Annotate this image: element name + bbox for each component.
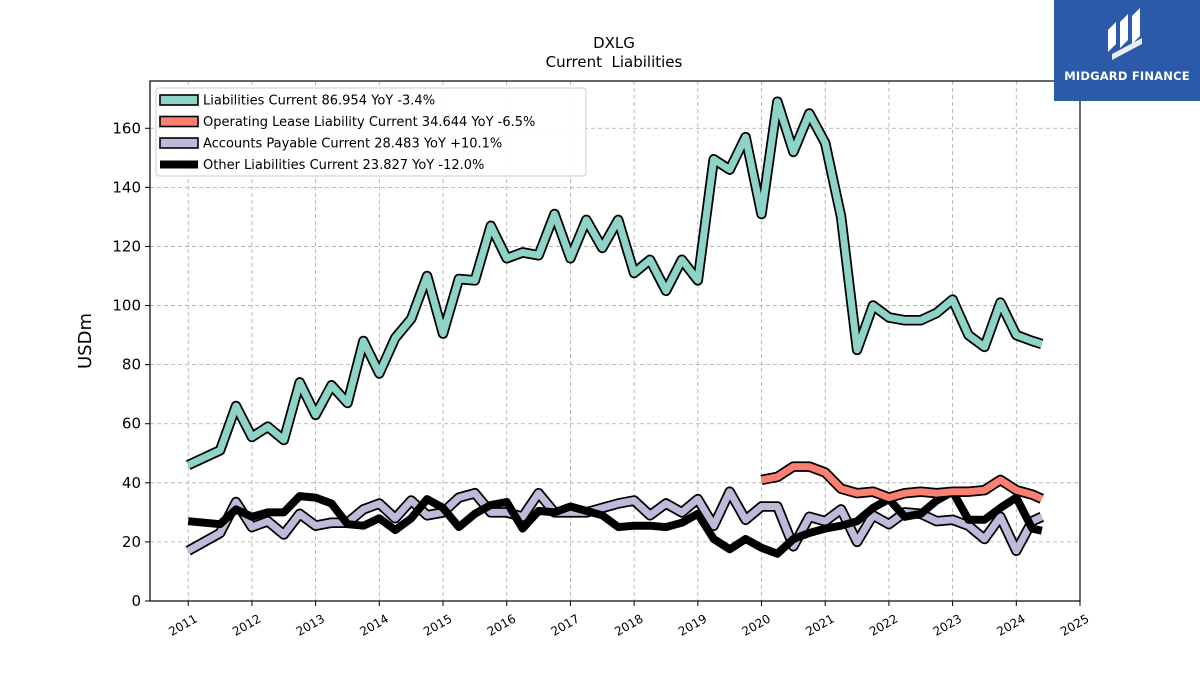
- x-tick-label: 2017: [548, 611, 581, 638]
- y-tick-label: 120: [112, 237, 141, 255]
- legend-box: [155, 87, 587, 177]
- legend: Liabilities Current 86.954 YoY -3.4% Oper…: [155, 87, 587, 177]
- y-tick-label: 20: [122, 533, 141, 551]
- x-tick-label: 2015: [421, 611, 454, 638]
- chart-title: DXLG: [593, 34, 635, 52]
- legend-swatch: [159, 94, 199, 106]
- y-axis-label: USDm: [75, 313, 96, 369]
- x-tick-label: 2025: [1058, 611, 1091, 638]
- x-tick-label: 2013: [294, 611, 327, 638]
- legend-label: Accounts Payable Current 28.483 YoY +10.…: [203, 137, 502, 152]
- midgard-logo-icon: [1108, 8, 1142, 60]
- x-tick-label: 2021: [803, 611, 836, 638]
- y-tick-label: 0: [131, 592, 141, 610]
- chart-subtitle: Current Liabilities: [546, 53, 683, 71]
- plot-frame: [149, 80, 1081, 602]
- grid: [150, 81, 1081, 601]
- series-line: [187, 487, 1043, 558]
- x-tick-label: 2016: [485, 611, 518, 638]
- x-tick-label: 2014: [357, 611, 390, 638]
- x-tick-label: 2018: [612, 611, 645, 638]
- legend-label: Other Liabilities Current 23.827 YoY -12…: [203, 158, 484, 173]
- y-tick-label: 140: [112, 178, 141, 196]
- x-tick-label: 2022: [867, 611, 900, 638]
- x-tick-label: 2019: [676, 611, 709, 638]
- legend-swatch: [159, 115, 199, 128]
- x-axis-ticks: 2011 2012 2013 2014 2015 2016 2017 2018 2019 2020…: [166, 601, 1092, 639]
- series-layer: [185, 96, 1044, 558]
- x-tick-label: 2024: [994, 611, 1027, 638]
- x-tick-label: 2023: [931, 611, 964, 638]
- legend-label: Liabilities Current 86.954 YoY -3.4%: [203, 94, 435, 109]
- legend-label: Operating Lease Liability Current 34.644…: [203, 115, 535, 130]
- legend-swatch: [159, 137, 199, 149]
- logo-text: MIDGARD FINANCE: [1064, 69, 1190, 83]
- y-tick-label: 40: [122, 474, 141, 492]
- series-line: [186, 98, 1043, 469]
- y-tick-label: 60: [122, 415, 141, 433]
- y-axis-ticks: 0 20 40 60 80 100 120 140 160: [112, 119, 150, 610]
- x-tick-label: 2012: [230, 611, 263, 638]
- y-tick-label: 80: [122, 356, 141, 374]
- series-line: [760, 463, 1044, 503]
- y-tick-label: 160: [112, 119, 141, 137]
- y-tick-label: 100: [112, 297, 141, 315]
- x-tick-label: 2011: [166, 611, 199, 638]
- x-tick-label: 2020: [740, 611, 773, 638]
- midgard-finance-logo: MIDGARD FINANCE: [1054, 0, 1200, 101]
